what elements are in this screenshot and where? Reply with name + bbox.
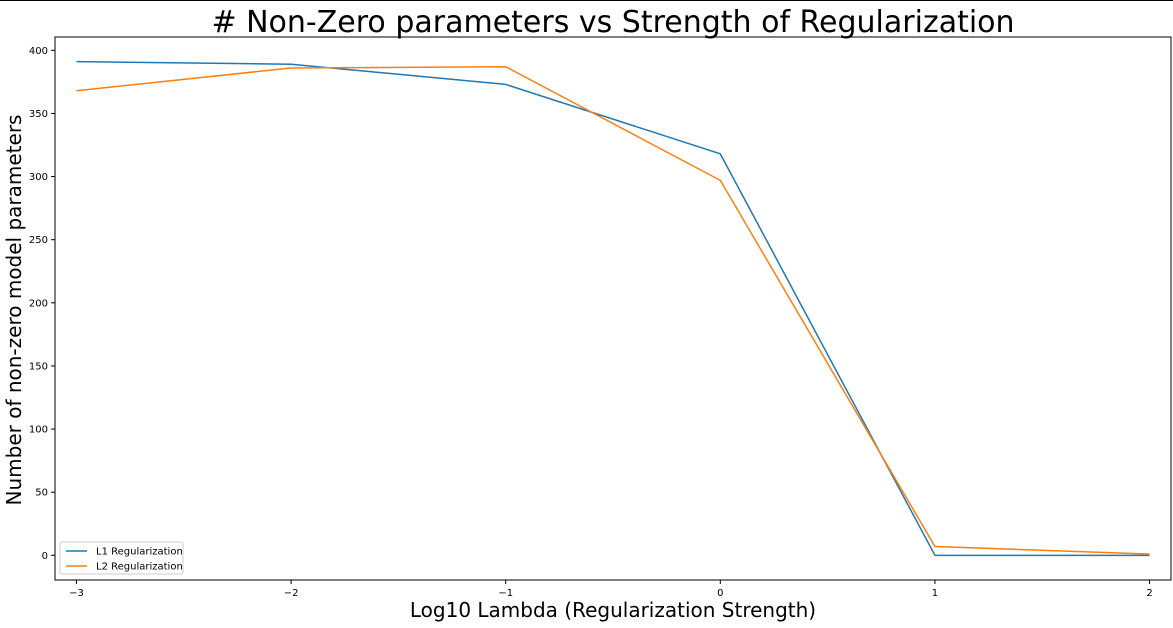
y-tick-label: 100 (29, 425, 48, 436)
x-tick-label: −3 (69, 588, 84, 599)
chart-title: # Non-Zero parameters vs Strength of Reg… (211, 5, 1014, 40)
x-tick-label: 2 (1146, 588, 1152, 599)
x-tick-label: −2 (284, 588, 299, 599)
y-tick-label: 300 (29, 172, 48, 183)
series-line-1 (76, 60, 1150, 557)
y-tick-label: 400 (29, 46, 48, 57)
x-axis-label: Log10 Lambda (Regularization Strength) (410, 598, 816, 622)
y-tick-label: 200 (29, 298, 48, 309)
axes-frame (54, 36, 1172, 581)
y-tick-label: 350 (29, 109, 48, 120)
series-line-2 (76, 65, 1150, 555)
legend-box (59, 541, 184, 575)
y-axis-label: Number of non-zero model parameters (2, 115, 26, 506)
legend-label-2: L2 Regularization (96, 562, 183, 573)
x-tick-label: −1 (498, 588, 513, 599)
y-tick-label: 250 (29, 235, 48, 246)
legend-label-1: L1 Regularization (96, 547, 183, 558)
x-tick-label: 1 (932, 588, 938, 599)
y-tick-label: 0 (42, 551, 48, 562)
plot-area: −3 −2 −1 0 1 2 0 50 100 150 200 250 300 350 400 L1 Regu… (29, 36, 1172, 599)
y-tick-label: 50 (35, 488, 48, 499)
y-tick-label: 150 (29, 361, 48, 372)
x-tick-label: 0 (717, 588, 723, 599)
